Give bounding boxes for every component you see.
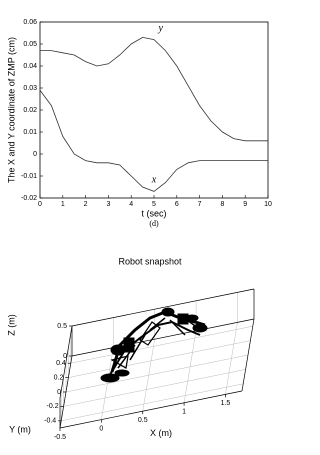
box-edge [71, 318, 255, 357]
box-edge [59, 325, 73, 399]
series-label: y [158, 23, 164, 34]
robot-drawing [100, 307, 208, 383]
x-tick-label: 6 [175, 201, 179, 208]
y-tick-label: -0.2 [47, 403, 59, 410]
grid-line [70, 325, 253, 364]
y-tick-label: 0.03 [23, 85, 37, 92]
y-tick-label: 0.06 [23, 19, 37, 26]
x-tick-label: 8 [220, 201, 224, 208]
y-tick-label: 0.01 [23, 129, 37, 136]
grid-line [61, 383, 244, 422]
grid-line [65, 354, 249, 393]
z-tick-label: 0.5 [57, 323, 67, 330]
x-tick-label: 5 [152, 201, 156, 208]
z-axis-label: Z (m) [6, 314, 16, 336]
y-tick-label: 0 [57, 389, 61, 396]
y-tick-label: 0.2 [54, 374, 64, 381]
y-axis-label: The X and Y coordinate of ZMP (cm) [6, 37, 16, 183]
y-tick-label: 0.04 [23, 63, 37, 70]
chart-caption: (d) [149, 219, 159, 228]
y-tick-label: -0.4 [44, 418, 56, 425]
figure: -0.02 -0.01 0 0.01 0.02 0.03 0.04 0.05 0.06 0 1 2 3 4… [6, 19, 272, 441]
x-tick-label: 0 [99, 425, 103, 432]
plot-frame [39, 21, 269, 199]
y-tick-label: 0.4 [56, 360, 66, 367]
y-tick-label: -0.02 [21, 195, 37, 202]
chart-title: Robot snapshot [118, 256, 182, 266]
series-line [39, 89, 268, 192]
box-edge [71, 288, 255, 327]
x-tick-label: -0.5 [54, 434, 66, 441]
y-tick-label: 0.05 [23, 41, 37, 48]
x-tick-label: 1 [182, 409, 186, 416]
x-tick-label: 2 [84, 201, 88, 208]
x-tick-label: 7 [198, 201, 202, 208]
grid-line [68, 340, 251, 378]
grid-line [63, 369, 246, 407]
x-tick-label: 10 [264, 201, 272, 208]
y-tick-label: 0 [33, 151, 37, 158]
x-tick-label: 3 [106, 201, 110, 208]
x-tick-label: 4 [129, 201, 133, 208]
x-tick-label: 0 [38, 201, 42, 208]
box-edge [59, 390, 243, 429]
box-edge [59, 355, 73, 429]
x-tick-label: 1 [61, 201, 65, 208]
x-axis-label: X (m) [150, 428, 172, 438]
box-edge [241, 318, 255, 392]
x-tick-label: 0.5 [138, 417, 148, 424]
x-axis-label: t (sec) [141, 208, 166, 218]
y-axis-label: Y (m) [9, 424, 31, 434]
series-label: x [151, 175, 157, 186]
y-tick-label: 0.02 [23, 107, 37, 114]
y-tick-label: -0.01 [21, 173, 37, 180]
z-tick-label: 0 [63, 353, 67, 360]
series-line [40, 36, 268, 142]
x-tick-label: 9 [243, 201, 247, 208]
x-tick-label: 1.5 [221, 400, 231, 407]
